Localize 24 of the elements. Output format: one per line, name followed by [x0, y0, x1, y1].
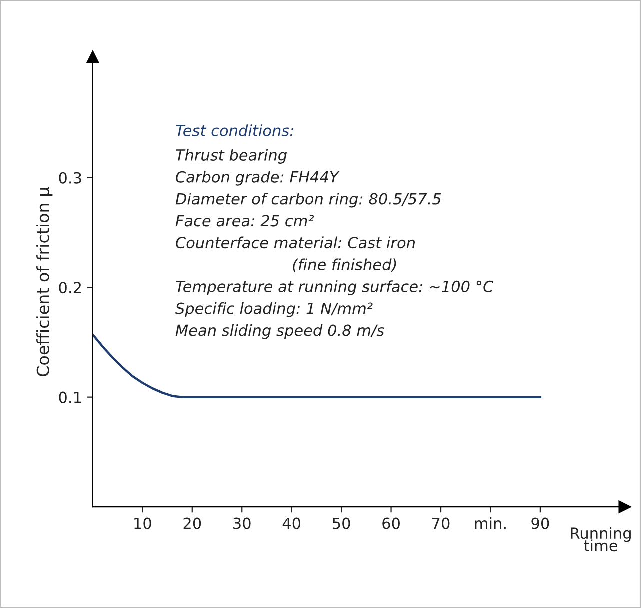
x-tick-label: 30 [234, 518, 251, 530]
x-tick-label: 10 [134, 518, 152, 530]
annotation: Mean sliding speed 0.8 m/s [176, 324, 384, 340]
annotation: (fine finished) [293, 258, 396, 272]
y-tick-label: 0.2 [59, 282, 81, 294]
annotation: Specific loading: 1 N/mm² [176, 302, 373, 318]
annotation: Face area: 25 cm² [176, 215, 314, 227]
annotation: Temperature at running surface: ~100 °C [176, 280, 494, 296]
annotation: Carbon grade: FH44Y [176, 171, 340, 186]
x-tick-label: 60 [382, 518, 400, 530]
annotation: Counterface material: Cast iron [176, 236, 415, 249]
annotation: Test conditions: [176, 124, 294, 136]
x-tick-label: 70 [432, 518, 450, 530]
y-tick-label: 0.3 [59, 172, 82, 184]
x-axis-title: Running time [571, 527, 631, 552]
x-tick-label: 50 [333, 518, 350, 530]
y-axis-title: Coefficient of friction µ [36, 187, 53, 376]
y-tick-label: 0.1 [59, 392, 82, 404]
x-tick-label: 40 [282, 518, 301, 530]
x-tick-label: min. [475, 517, 506, 530]
x-tick-label: 90 [532, 518, 550, 530]
annotation: Thrust bearing [176, 149, 287, 164]
annotation: Diameter of carbon ring: 80.5/57.5 [176, 192, 442, 208]
x-tick-label: 20 [184, 518, 202, 530]
